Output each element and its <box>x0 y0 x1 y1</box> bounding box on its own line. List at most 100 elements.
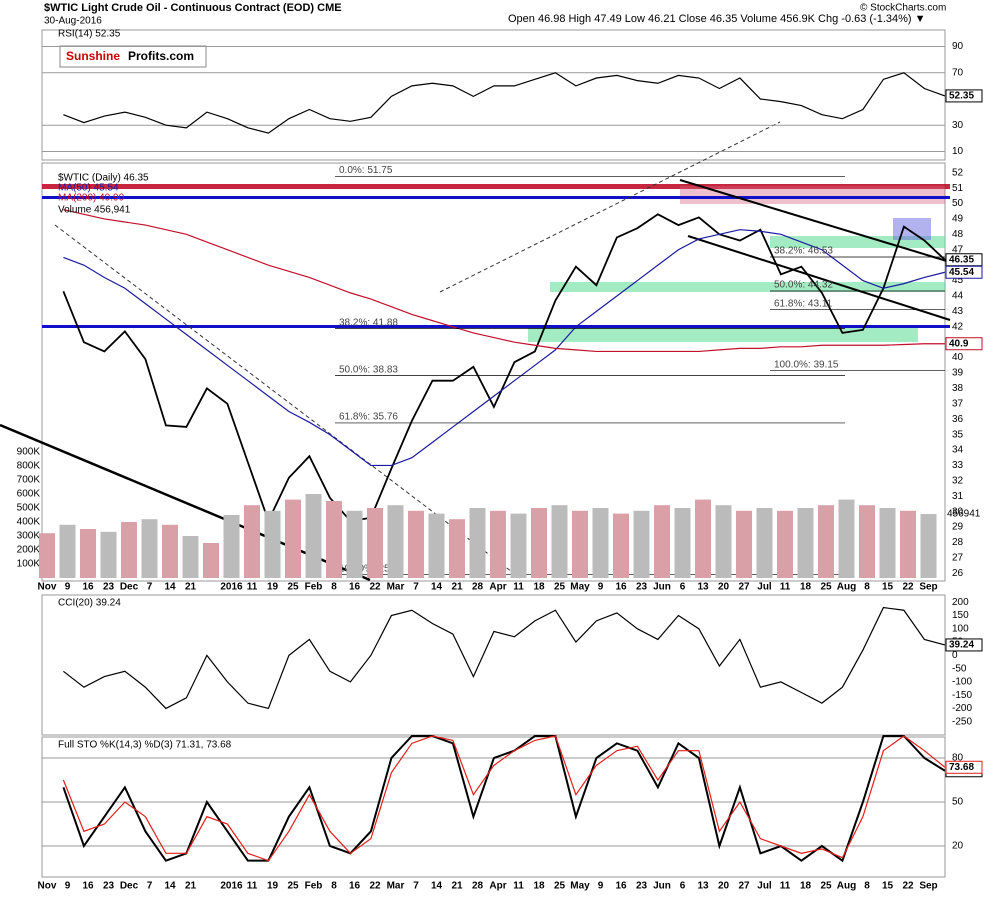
volume-bar <box>408 510 424 578</box>
volume-bar <box>654 505 670 578</box>
volume-bar <box>121 522 137 578</box>
y-tick-label: 80 <box>952 753 964 764</box>
y-tick-label: 300K <box>17 531 41 542</box>
y-tick-label: 38 <box>952 383 964 394</box>
volume-bar <box>305 494 322 578</box>
x-tick-label: 14 <box>431 881 443 892</box>
x-tick-label: 13 <box>697 881 709 892</box>
title: $WTIC Light Crude Oil - Continuous Contr… <box>44 2 342 14</box>
x-tick-label: 11 <box>247 582 258 593</box>
y-tick-label: 31 <box>952 491 964 502</box>
volume-bar <box>244 505 260 578</box>
y-tick-label: 42 <box>952 321 964 332</box>
y-tick-label: 900K <box>17 447 41 458</box>
x-tick-label: 2016 <box>220 881 243 892</box>
x-tick-label: 16 <box>82 582 94 593</box>
fib-label: 50.0%: 44.32 <box>774 280 833 291</box>
x-tick-label: Apr <box>489 881 506 892</box>
volume-bar <box>715 505 732 578</box>
volume-bar <box>59 524 76 578</box>
volume-bar <box>428 513 445 578</box>
x-tick-label: Mar <box>387 582 405 593</box>
x-tick-label: Nov <box>38 881 57 892</box>
y-tick-label: 0 <box>952 650 958 661</box>
y-tick-label: 150 <box>952 610 969 621</box>
fib-label: 61.8%: 35.76 <box>339 412 398 423</box>
y-tick-label: 29 <box>952 522 964 533</box>
fib-label: 61.8%: 43.11 <box>774 298 833 309</box>
y-tick-label: 40 <box>952 352 964 363</box>
x-tick-label: 25 <box>820 881 832 892</box>
y-tick-label: 70 <box>952 67 964 78</box>
x-tick-label: 6 <box>680 881 686 892</box>
x-tick-label: 6 <box>680 582 686 593</box>
credit: © StockCharts.com <box>860 3 946 14</box>
volume-bar <box>326 501 342 578</box>
x-tick-label: 22 <box>902 881 914 892</box>
y-tick-label: 43 <box>952 306 964 317</box>
x-tick-label: 7 <box>147 582 153 593</box>
x-tick-label: 21 <box>185 582 197 593</box>
x-tick-label: 18 <box>800 881 812 892</box>
y-tick-label: 37 <box>952 398 964 409</box>
volume-bar <box>387 505 404 578</box>
volume-bar <box>838 499 855 578</box>
y-tick-label: 100K <box>17 559 41 570</box>
panel-title: Volume 456,941 <box>58 205 131 216</box>
y-tick-label: 10 <box>952 146 964 157</box>
x-tick-label: 13 <box>697 582 709 593</box>
value-marker-box <box>945 265 983 279</box>
x-tick-label: 21 <box>451 582 463 593</box>
value-marker: 39.24 <box>949 640 974 651</box>
volume-bar <box>449 519 465 578</box>
x-tick-label: 16 <box>615 881 627 892</box>
volume-bar <box>285 499 301 578</box>
x-tick-label: 18 <box>533 881 545 892</box>
x-tick-label: 23 <box>103 582 115 593</box>
x-tick-label: Nov <box>38 582 57 593</box>
x-tick-label: 14 <box>164 582 176 593</box>
x-tick-label: Feb <box>305 582 323 593</box>
panel-title: RSI(14) 52.35 <box>58 29 121 40</box>
volume-bar <box>551 505 568 578</box>
logo-b: Profits.com <box>128 49 194 63</box>
y-tick-label: 52 <box>952 167 964 178</box>
volume-bar <box>80 529 96 578</box>
volume-bar <box>859 505 875 578</box>
y-tick-label: 35 <box>952 429 964 440</box>
y-tick-label: 45 <box>952 275 964 286</box>
series-line <box>63 606 946 710</box>
value-marker: 73.68 <box>949 762 974 773</box>
x-tick-label: 2016 <box>220 582 243 593</box>
volume-bar <box>633 510 650 578</box>
x-tick-label: 18 <box>800 582 812 593</box>
y-tick-label: 800K <box>17 461 41 472</box>
x-tick-label: Sep <box>919 881 937 892</box>
x-tick-label: 15 <box>882 881 894 892</box>
x-tick-label: 25 <box>820 582 832 593</box>
volume-bar <box>39 533 55 578</box>
x-tick-label: 7 <box>413 582 419 593</box>
x-tick-label: Dec <box>120 582 139 593</box>
x-tick-label: 23 <box>636 881 648 892</box>
x-tick-label: 11 <box>513 881 524 892</box>
value-marker: 456941 <box>947 509 981 520</box>
x-tick-label: 16 <box>615 582 627 593</box>
volume-bar <box>756 508 773 578</box>
volume-bar <box>141 519 158 578</box>
volume-bar <box>797 508 814 578</box>
series-line <box>62 735 946 863</box>
x-tick-label: 21 <box>185 881 197 892</box>
volume-bar <box>264 510 281 578</box>
x-tick-label: 27 <box>738 582 750 593</box>
y-tick-label: 51 <box>952 183 964 194</box>
panel-title: Full STO %K(14,3) %D(3) 71.31, 73.68 <box>58 740 232 751</box>
series-line <box>63 229 946 467</box>
y-tick-label: 44 <box>952 291 964 302</box>
volume-bar <box>920 514 937 578</box>
legend-entry: MA(200) 40.90 <box>58 193 125 204</box>
y-tick-label: 50 <box>952 797 964 808</box>
y-tick-label: 32 <box>952 475 964 486</box>
x-tick-label: Aug <box>837 881 856 892</box>
volume-bar <box>613 513 629 578</box>
